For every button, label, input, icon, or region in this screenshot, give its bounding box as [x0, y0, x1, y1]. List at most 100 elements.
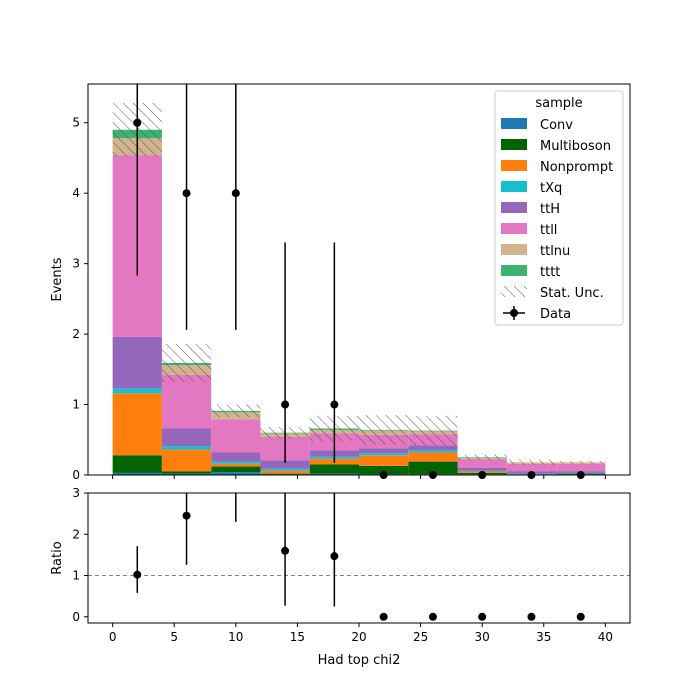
y-tick-label-2: 2: [72, 327, 80, 341]
bar-nonprompt-0: [112, 393, 162, 456]
bar-conv-4: [309, 473, 359, 475]
x-tick-label-15: 15: [290, 630, 305, 644]
ratio-point-0: [133, 570, 142, 579]
bar-ttll-2: [211, 419, 261, 453]
legend-data-label: Data: [540, 307, 571, 322]
ratio-point-5: [379, 612, 388, 621]
bar-txq-6: [408, 450, 458, 453]
bar-ttll-7: [457, 459, 507, 468]
bar-conv-1: [161, 473, 212, 475]
legend-tth-swatch: [501, 202, 527, 213]
bar-multiboson-6: [408, 461, 458, 475]
legend-stat-unc--swatch: [501, 286, 527, 297]
legend-nonprompt-swatch: [501, 160, 527, 171]
bar-txq-5: [359, 453, 409, 456]
legend-items: Conv Multiboson Nonprompt tXq ttH ttll ttlnu tt…: [501, 118, 613, 322]
y-tick-label-3: 3: [72, 257, 80, 271]
ratio-y-tick-label-2: 2: [72, 527, 80, 541]
x-tick-label-30: 30: [475, 630, 490, 644]
stat-unc-9: [556, 460, 606, 464]
x-tick-label-5: 5: [170, 630, 178, 644]
ratio-axes-frame: [87, 492, 631, 624]
y-tick-label-1: 1: [72, 398, 80, 412]
stat-unc-5: [359, 415, 409, 445]
legend-data-marker: [510, 309, 518, 317]
main-y-ticks: 0 1 2 3 4 5: [72, 116, 88, 482]
stat-unc-1: [161, 343, 212, 383]
bar-multiboson-4: [309, 464, 359, 474]
bar-txq-1: [161, 446, 212, 450]
bar-multiboson-2: [211, 466, 261, 473]
legend-multiboson-swatch: [501, 139, 527, 150]
main-x-ticks: [112, 475, 606, 479]
legend-tttt-label: tttt: [540, 265, 560, 280]
x-axis-label: Had top chi2: [318, 653, 401, 668]
data-point-4: [330, 400, 339, 409]
bar-multiboson-0: [112, 455, 162, 473]
main-panel: 0 1 2 3 4 5 Events: [50, 83, 631, 482]
legend-multiboson-label: Multiboson: [540, 139, 611, 154]
bar-ttll-1: [161, 374, 212, 429]
legend-ttlnu-label: ttlnu: [540, 244, 570, 259]
ratio-point-7: [478, 612, 487, 621]
legend-txq-swatch: [501, 181, 527, 192]
bar-txq-3: [260, 468, 310, 471]
bar-txq-2: [211, 461, 261, 464]
legend-txq-label: tXq: [540, 181, 562, 196]
legend-ttlnu-swatch: [501, 244, 527, 255]
ratio-y-tick-label-3: 3: [72, 486, 80, 500]
legend-conv-label: Conv: [540, 118, 573, 133]
bar-ttll-8: [506, 463, 557, 472]
bar-multiboson-5: [359, 465, 409, 475]
bar-conv-0: [112, 472, 162, 475]
bar-multiboson-3: [260, 473, 310, 475]
y-tick-label-0: 0: [72, 468, 80, 482]
bar-tth-0: [112, 336, 162, 389]
bar-nonprompt-6: [408, 452, 458, 462]
y-tick-label-4: 4: [72, 186, 80, 200]
ratio-point-3: [281, 546, 290, 555]
data-points: [133, 84, 585, 479]
ratio-y-tick-label-0: 0: [72, 610, 80, 624]
ratio-point-8: [527, 612, 536, 621]
legend-tttt-swatch: [501, 265, 527, 276]
bar-tth-3: [260, 460, 310, 469]
ratio-point-9: [576, 612, 585, 621]
x-tick-label-25: 25: [413, 630, 428, 644]
ratio-y-tick-label-1: 1: [72, 569, 80, 583]
legend-ttll-label: ttll: [540, 223, 557, 238]
ratio-point-4: [330, 552, 339, 561]
legend: sample Conv Multiboson Nonprompt tXq ttH ttll…: [494, 90, 624, 326]
stat-unc-2: [211, 404, 261, 418]
x-tick-label-35: 35: [536, 630, 551, 644]
bar-tth-2: [211, 452, 261, 462]
data-point-3: [281, 400, 290, 409]
stat-unc-8: [506, 459, 557, 466]
bar-nonprompt-3: [260, 470, 310, 474]
ratio-points: [133, 493, 585, 621]
data-point-2: [231, 189, 240, 198]
ratio-point-1: [182, 511, 191, 520]
stat-unc-6: [408, 415, 458, 446]
x-tick-label-40: 40: [598, 630, 613, 644]
bar-tth-6: [408, 445, 458, 451]
bar-multiboson-1: [161, 471, 212, 474]
ratio-y-ticks: 0 1 2 3: [72, 486, 88, 624]
ratio-y-axis-label: Ratio: [50, 541, 65, 574]
legend-ttll-swatch: [501, 223, 527, 234]
legend-nonprompt-label: Nonprompt: [540, 160, 613, 175]
bar-nonprompt-5: [359, 455, 409, 466]
bar-ttll-9: [556, 463, 606, 472]
bar-conv-2: [211, 472, 261, 475]
bar-nonprompt-2: [211, 463, 261, 467]
x-tick-label-20: 20: [351, 630, 366, 644]
bar-txq-0: [112, 388, 162, 394]
data-point-0: [133, 118, 142, 127]
y-axis-label: Events: [50, 257, 65, 301]
bar-tth-7: [457, 467, 507, 471]
y-tick-label-5: 5: [72, 116, 80, 130]
x-tick-label-0: 0: [109, 630, 117, 644]
bar-tth-5: [359, 448, 409, 454]
bar-nonprompt-1: [161, 449, 212, 472]
